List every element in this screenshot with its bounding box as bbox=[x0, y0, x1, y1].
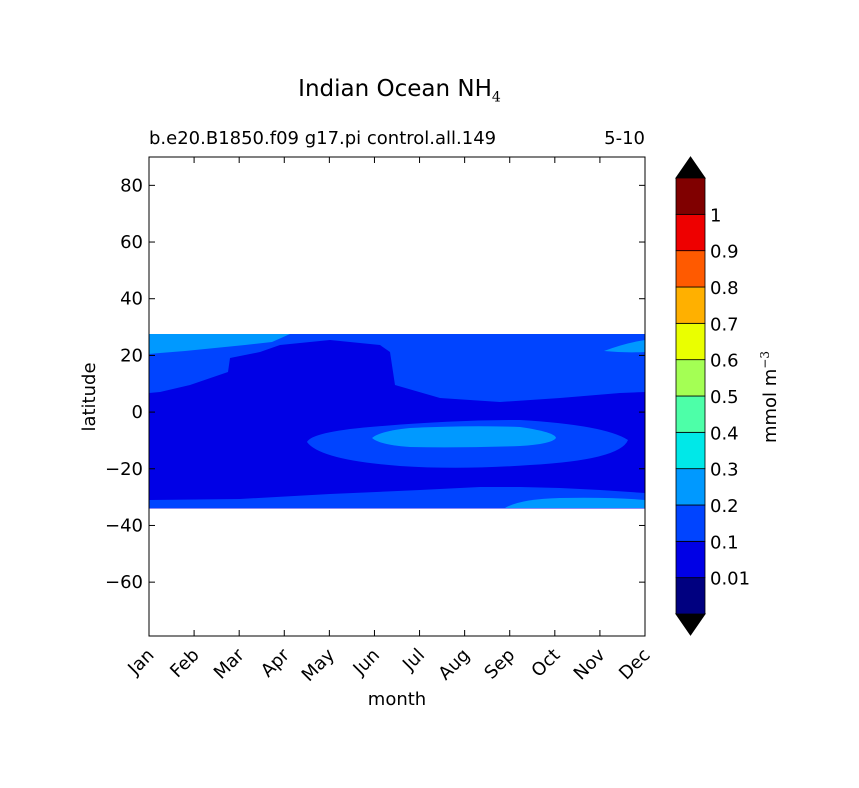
y-tick-label: −40 bbox=[105, 515, 143, 536]
colorbar: 0.01 0.1 0.2 0.3 0.4 0.5 0.6 0.7 0.8 0.9 1 bbox=[675, 156, 750, 636]
colorbar-tick-label: 0.1 bbox=[710, 532, 739, 553]
colorbar-swatch bbox=[675, 468, 706, 506]
colorbar-label-exponent: −3 bbox=[758, 351, 772, 369]
y-tick-label: −60 bbox=[105, 572, 143, 593]
colorbar-swatch bbox=[675, 431, 706, 470]
y-ticks: 80 60 40 20 0 −20 −40 −60 bbox=[105, 175, 645, 593]
colorbar-extend-min bbox=[675, 613, 706, 636]
colorbar-swatch bbox=[675, 286, 706, 324]
colorbar-swatch bbox=[675, 177, 706, 215]
x-axis-label: month bbox=[368, 689, 426, 710]
colorbar-swatch bbox=[675, 359, 706, 397]
colorbar-tick-label: 0.3 bbox=[710, 460, 739, 481]
colorbar-label: mmol m−3 bbox=[758, 351, 781, 443]
colorbar-swatch bbox=[675, 250, 706, 288]
x-tick-label: Jul bbox=[398, 645, 429, 676]
x-tick-label: Oct bbox=[527, 645, 564, 682]
colorbar-swatch bbox=[675, 213, 706, 252]
subtitle-right: 5-10 bbox=[604, 128, 645, 149]
y-tick-label: 80 bbox=[120, 175, 143, 196]
x-tick-label: Mar bbox=[210, 644, 249, 683]
colorbar-swatch bbox=[675, 504, 706, 542]
y-axis-label: latitude bbox=[79, 362, 100, 431]
contour-region-0.2-0.3-northeast bbox=[604, 340, 645, 353]
y-tick-label: 0 bbox=[132, 402, 143, 423]
contour-region-0.1-0.2-north bbox=[149, 334, 645, 402]
colorbar-swatch bbox=[675, 577, 706, 615]
x-tick-label: Dec bbox=[615, 645, 654, 684]
contour-region-0.2-0.3-northwest bbox=[149, 334, 290, 354]
contour-region-0.2-0.3-equator bbox=[372, 426, 556, 448]
y-tick-label: 20 bbox=[120, 345, 143, 366]
colorbar-tick-label: 0.9 bbox=[710, 242, 739, 263]
chart-title: Indian Ocean NH4 bbox=[0, 76, 799, 106]
colorbar-tick-label: 0.01 bbox=[710, 569, 750, 590]
colorbar-swatch bbox=[675, 395, 706, 433]
colorbar-swatch bbox=[675, 322, 706, 361]
colorbar-label-text: mmol m bbox=[760, 369, 781, 443]
colorbar-tick-label: 0.5 bbox=[710, 387, 739, 408]
subtitle-left: b.e20.B1850.f09 g17.pi control.all.149 bbox=[149, 128, 496, 149]
contour-fill bbox=[149, 334, 645, 509]
colorbar-tick-label: 0.7 bbox=[710, 314, 739, 335]
x-tick-label: Jun bbox=[349, 645, 384, 680]
colorbar-tick-label: 0.4 bbox=[710, 423, 739, 444]
x-tick-label: Apr bbox=[257, 644, 294, 681]
y-tick-label: −20 bbox=[105, 459, 143, 480]
x-tick-label: May bbox=[298, 644, 339, 685]
colorbar-tick-label: 0.2 bbox=[710, 496, 739, 517]
colorbar-swatch bbox=[675, 540, 706, 579]
colorbar-tick-label: 1 bbox=[710, 205, 721, 226]
x-tick-label: Aug bbox=[434, 645, 474, 685]
y-tick-label: 60 bbox=[120, 232, 143, 253]
colorbar-tick-label: 0.8 bbox=[710, 278, 739, 299]
contour-region-0.2-0.3-southeast bbox=[505, 497, 645, 508]
x-tick-label: Nov bbox=[570, 644, 610, 684]
x-tick-label: Feb bbox=[166, 645, 203, 682]
plot-frame bbox=[148, 156, 646, 637]
colorbar-tick-label: 0.6 bbox=[710, 351, 739, 372]
y-tick-label: 40 bbox=[120, 289, 143, 310]
x-tick-label: Jan bbox=[123, 645, 158, 680]
x-tick-label: Sep bbox=[480, 645, 519, 684]
chart-title-subscript: 4 bbox=[491, 89, 501, 106]
colorbar-extend-max bbox=[675, 156, 706, 179]
chart-title-text: Indian Ocean NH bbox=[298, 76, 492, 102]
